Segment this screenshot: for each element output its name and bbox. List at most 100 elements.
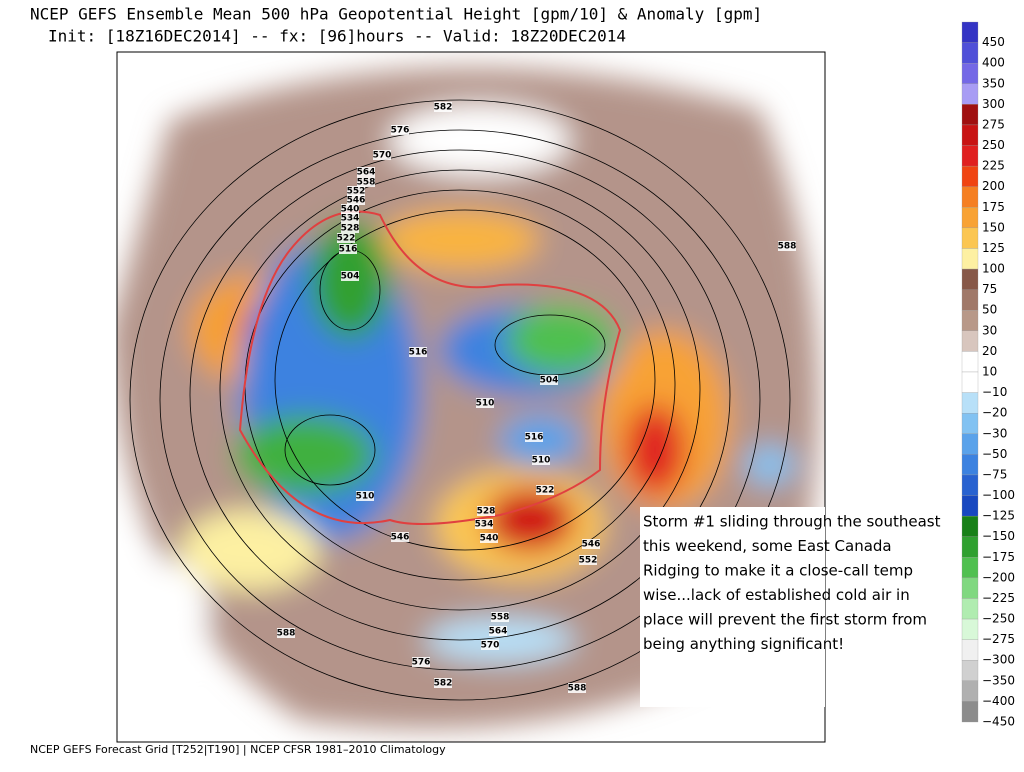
contour-label-bg xyxy=(341,223,359,233)
colorbar-label: −175 xyxy=(982,550,1015,564)
annotation-line: place will prevent the first storm from xyxy=(643,611,927,629)
colorbar-label: 20 xyxy=(982,344,997,358)
contour-label: 588 xyxy=(778,242,797,252)
contour-label: 546 xyxy=(582,540,601,550)
colorbar-swatch xyxy=(961,104,979,126)
colorbar-swatch xyxy=(961,145,979,167)
contour-label-bg xyxy=(356,491,374,501)
colorbar-swatch xyxy=(961,701,979,723)
contour-label: 588 xyxy=(568,684,587,694)
contour-label: 576 xyxy=(412,658,431,668)
colorbar-label: −150 xyxy=(982,529,1015,543)
contour-label: 522 xyxy=(337,234,356,244)
contour-label: 528 xyxy=(477,507,496,517)
colorbar-label: −10 xyxy=(982,385,1007,399)
colorbar-swatch xyxy=(961,248,979,270)
contour-label: 534 xyxy=(475,520,494,530)
contour-label: 516 xyxy=(339,245,358,255)
contour-label-bg xyxy=(357,177,375,187)
colorbar-label: −300 xyxy=(982,653,1015,667)
contour-label-bg xyxy=(373,150,391,160)
colorbar-swatch xyxy=(961,433,979,455)
colorbar-label: 75 xyxy=(982,282,997,296)
colorbar-swatch xyxy=(961,495,979,517)
contour-label-bg xyxy=(477,506,495,516)
annotation-box xyxy=(640,507,825,707)
colorbar-swatch xyxy=(961,268,979,290)
colorbar-swatch xyxy=(961,557,979,579)
contour-label: 564 xyxy=(357,168,376,178)
contour-label-bg xyxy=(532,455,550,465)
colorbar-label: −400 xyxy=(982,694,1015,708)
contour-label-bg xyxy=(357,167,375,177)
contour-label: 582 xyxy=(434,103,453,113)
contour-label: 540 xyxy=(341,205,360,215)
colorbar-swatch xyxy=(961,454,979,476)
colorbar-label: 30 xyxy=(982,323,997,337)
contour-label-bg xyxy=(579,555,597,565)
colorbar-swatch xyxy=(961,124,979,146)
colorbar-label: 50 xyxy=(982,303,997,317)
contour-label: 534 xyxy=(341,214,360,224)
colorbar-label: −75 xyxy=(982,467,1007,481)
contour-label-bg xyxy=(277,628,295,638)
colorbar-swatch xyxy=(961,392,979,414)
colorbar-label: 200 xyxy=(982,179,1005,193)
contour-label-bg xyxy=(391,125,409,135)
contour-label-bg xyxy=(480,533,498,543)
contour-label: 582 xyxy=(434,679,453,689)
colorbar-label: 275 xyxy=(982,117,1005,131)
contour-label-bg xyxy=(476,398,494,408)
colorbar-label: 250 xyxy=(982,138,1005,152)
annotation-line: Ridging to make it a close-call temp xyxy=(643,562,913,580)
contour-label-bg xyxy=(491,612,509,622)
annotation-line: wise...lack of established cold air in xyxy=(643,586,910,604)
colorbar-label: −200 xyxy=(982,570,1015,584)
contour-label-bg xyxy=(341,271,359,281)
subtitle: Init: [18Z16DEC2014] -- fx: [96]hours --… xyxy=(48,27,626,46)
colorbar-swatch xyxy=(961,639,979,661)
colorbar-swatch xyxy=(961,536,979,558)
colorbar-swatch xyxy=(961,474,979,496)
colorbar-swatch xyxy=(961,660,979,681)
footer: NCEP GEFS Forecast Grid [T252|T190] | NC… xyxy=(30,743,446,756)
contour-label: 510 xyxy=(532,456,551,466)
contour-label: 552 xyxy=(347,187,366,197)
contour-label-bg xyxy=(341,213,359,223)
contour-label-bg xyxy=(339,244,357,254)
contour-label-bg xyxy=(525,432,543,442)
colorbar-label: 450 xyxy=(982,35,1005,49)
contour-label: 570 xyxy=(481,641,500,651)
contour-label-bg xyxy=(341,204,359,214)
contour-label: 564 xyxy=(489,627,508,637)
colorbar-label: −30 xyxy=(982,426,1007,440)
contour-label-bg xyxy=(778,241,796,251)
contour-label: 510 xyxy=(476,399,495,409)
contour-label: 552 xyxy=(579,556,598,566)
colorbar-swatch xyxy=(961,207,979,229)
colorbar-label: 150 xyxy=(982,220,1005,234)
title: NCEP GEFS Ensemble Mean 500 hPa Geopoten… xyxy=(30,5,762,24)
contour-label-bg xyxy=(536,485,554,495)
colorbar-swatch xyxy=(961,351,979,373)
colorbar-swatch xyxy=(961,289,979,311)
contour-label: 504 xyxy=(341,272,360,282)
contour-label-bg xyxy=(481,640,499,650)
colorbar-label: −275 xyxy=(982,632,1015,646)
colorbar-label: −125 xyxy=(982,509,1015,523)
colorbar-label: 100 xyxy=(982,262,1005,276)
colorbar-label: −350 xyxy=(982,673,1015,687)
contour-label-bg xyxy=(412,657,430,667)
colorbar-label: −450 xyxy=(982,715,1015,729)
colorbar-swatch xyxy=(961,165,979,187)
colorbar-label: 300 xyxy=(982,97,1005,111)
colorbar-swatch xyxy=(961,618,979,640)
colorbar-swatch xyxy=(961,63,979,84)
colorbar-swatch xyxy=(961,371,979,393)
colorbar-swatch xyxy=(961,330,979,352)
colorbar-label: −100 xyxy=(982,488,1015,502)
colorbar-label: 125 xyxy=(982,241,1005,255)
annotation-line: this weekend, some East Canada xyxy=(643,537,892,555)
colorbar-label: 225 xyxy=(982,159,1005,173)
